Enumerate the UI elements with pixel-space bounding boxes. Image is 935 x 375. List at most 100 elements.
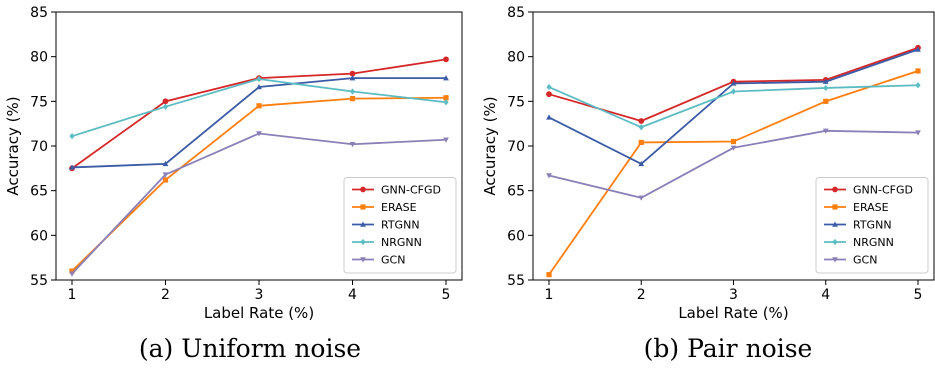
legend-box: [343, 177, 457, 274]
data-point-rtgnn: [638, 160, 645, 167]
data-point-nrgnn: [915, 82, 921, 89]
y-tick-label: 65: [30, 184, 48, 200]
y-tick-label: 65: [507, 184, 525, 200]
data-point-erase: [915, 68, 921, 74]
legend: GNN-CFGD ERASE RTGNN NRGNN GCN: [815, 177, 929, 274]
data-point-erase: [443, 95, 449, 101]
data-point-gcn: [349, 142, 356, 148]
data-point-rtgnn: [822, 78, 829, 84]
data-point-nrgnn: [638, 124, 644, 131]
chart-panel-1: 55 60 65 70 75 80 85 1 2 3 4 5 Label Rate (%) Accurac…: [4, 5, 463, 363]
legend-marker-gcn: [832, 257, 838, 263]
legend-marker-nrgnn: [360, 238, 366, 246]
y-tick-label: 70: [30, 139, 48, 155]
x-tick-label: 4: [821, 287, 830, 303]
legend: GNN-CFGD ERASE RTGNN NRGNN GCN: [343, 177, 457, 274]
legend-box: [815, 177, 929, 274]
x-tick-label: 5: [914, 287, 923, 303]
data-point-rtgnn: [69, 164, 75, 170]
y-axis-label: Accuracy (%): [4, 96, 22, 195]
data-point-gcn: [730, 145, 737, 151]
data-point-rtgnn: [162, 160, 169, 167]
data-point-erase: [638, 139, 644, 146]
legend-marker-nrgnn: [832, 238, 838, 246]
legend-entry: GNN-CFGD: [381, 184, 441, 197]
data-point-rtgnn: [730, 80, 737, 86]
data-point-gcn: [915, 130, 921, 136]
data-point-rtgnn: [256, 84, 262, 90]
data-point-gnn-cfgd: [546, 91, 552, 98]
legend-entry: GNN-CFGD: [853, 184, 913, 197]
legend-entry: NRGNN: [381, 236, 422, 249]
y-tick-label: 55: [507, 273, 525, 289]
legend-entry: NRGNN: [853, 236, 894, 249]
data-point-gcn: [822, 128, 829, 134]
x-tick-label: 4: [348, 287, 357, 303]
data-point-rtgnn: [349, 75, 356, 81]
data-point-erase: [546, 272, 552, 278]
data-point-erase: [823, 98, 829, 104]
data-point-gnn-cfgd: [443, 56, 449, 63]
data-point-gnn-cfgd: [638, 118, 645, 124]
legend-entry: RTGNN: [381, 219, 420, 232]
data-point-nrgnn: [256, 75, 262, 83]
data-point-erase: [349, 96, 356, 102]
data-point-gcn: [69, 271, 75, 277]
y-tick-label: 80: [507, 50, 525, 66]
legend-marker-gnn-cfgd: [360, 186, 366, 193]
data-point-erase: [730, 138, 737, 145]
legend-entry: GCN: [853, 254, 877, 267]
data-point-gcn: [546, 173, 552, 179]
x-tick-label: 1: [68, 287, 77, 303]
y-tick-label: 75: [30, 94, 48, 110]
y-tick-label: 55: [30, 273, 48, 289]
x-tick-label: 2: [161, 287, 170, 303]
x-tick-label: 2: [637, 287, 646, 303]
data-point-rtgnn: [443, 75, 449, 81]
data-point-nrgnn: [546, 83, 552, 91]
x-tick-label: 1: [545, 287, 554, 303]
data-point-nrgnn: [162, 103, 169, 110]
data-point-gcn: [256, 131, 262, 137]
data-point-gcn: [162, 172, 169, 178]
legend-entry: RTGNN: [853, 219, 892, 232]
figure-caption: (b) Pair noise: [644, 334, 813, 363]
chart-panel-2: 55 60 65 70 75 80 85 1 2 3 4 5 Label Rate (%) Accurac…: [481, 5, 935, 363]
legend-entry: ERASE: [381, 201, 417, 214]
legend-marker-gnn-cfgd: [832, 186, 838, 193]
series-line-rtgnn: [71, 77, 446, 169]
data-point-gcn: [443, 137, 449, 143]
plot-frame: [55, 11, 463, 281]
x-axis-label: Label Rate (%): [204, 304, 314, 322]
data-point-nrgnn: [443, 99, 449, 106]
data-point-gnn-cfgd: [162, 98, 169, 105]
legend-marker-erase: [832, 204, 838, 210]
y-tick-label: 60: [507, 228, 525, 244]
legend-marker-rtgnn: [832, 221, 838, 227]
data-point-nrgnn: [730, 88, 737, 95]
legend-marker-rtgnn: [360, 221, 366, 227]
x-tick-label: 3: [729, 287, 738, 303]
data-point-nrgnn: [823, 84, 829, 92]
data-point-nrgnn: [349, 88, 356, 95]
data-point-erase: [256, 103, 262, 109]
x-tick-label: 5: [442, 287, 451, 303]
y-tick-label: 75: [507, 94, 525, 110]
figure-caption: (a) Uniform noise: [139, 334, 361, 363]
data-point-erase: [162, 177, 169, 183]
legend-entry: GCN: [381, 254, 405, 267]
x-axis-label: Label Rate (%): [678, 304, 788, 322]
data-point-gnn-cfgd: [349, 70, 356, 77]
data-point-rtgnn: [546, 114, 552, 120]
y-axis-label: Accuracy (%): [481, 96, 499, 195]
legend-marker-erase: [360, 204, 366, 210]
y-tick-label: 85: [30, 5, 48, 21]
y-tick-label: 60: [30, 228, 48, 244]
legend-marker-gcn: [360, 257, 366, 263]
data-point-gcn: [638, 195, 645, 201]
y-tick-label: 85: [507, 5, 525, 21]
legend-entry: ERASE: [853, 201, 889, 214]
data-point-nrgnn: [69, 133, 75, 140]
y-tick-label: 80: [30, 50, 48, 66]
